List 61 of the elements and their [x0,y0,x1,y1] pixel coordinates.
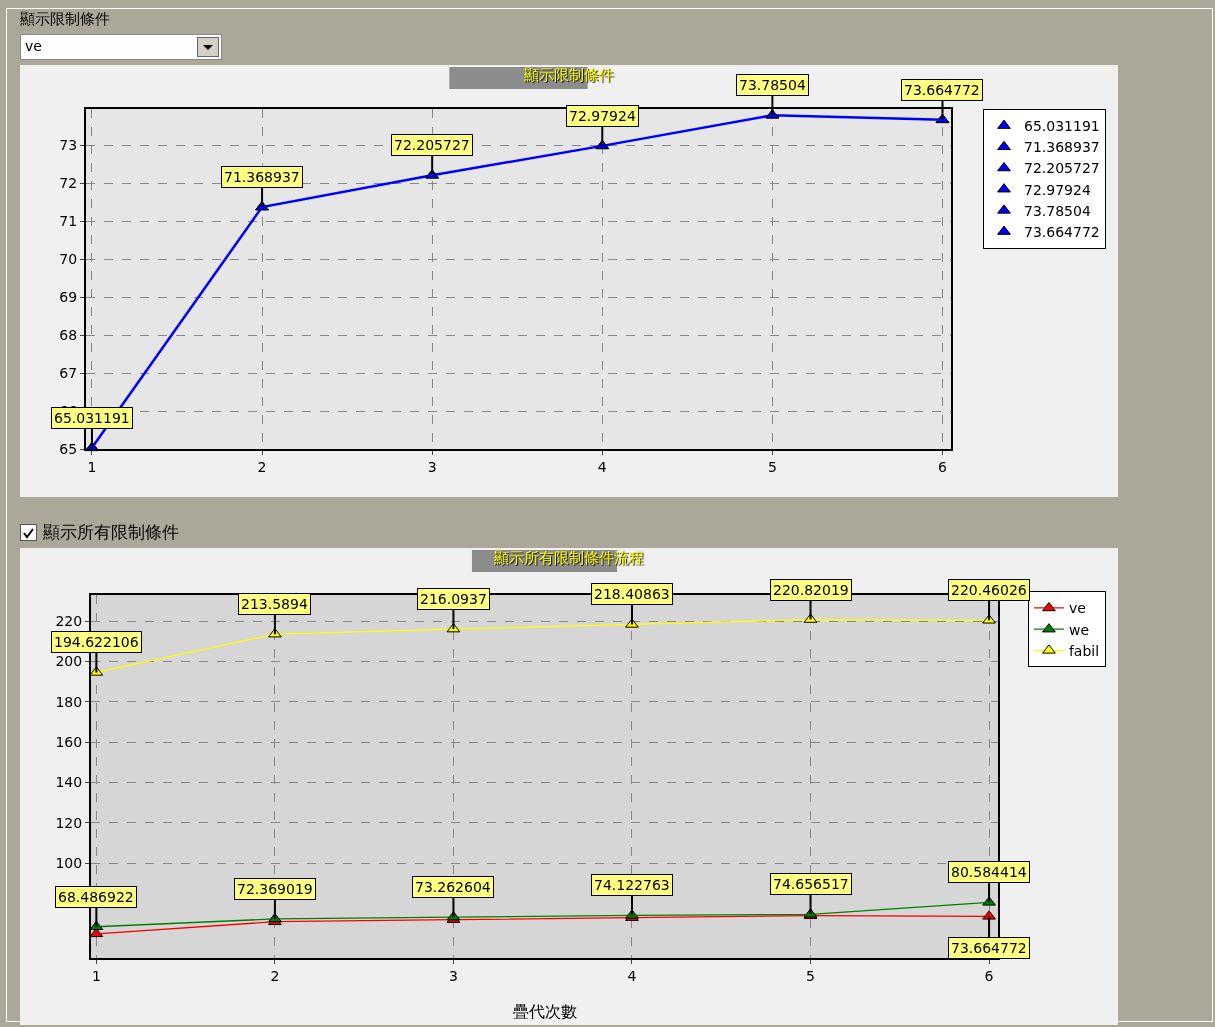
data-label: 74.656517 [773,876,849,892]
legend-label: we [1068,621,1090,638]
data-label: 194.622106 [54,634,139,650]
x-tick-label: 2 [257,458,267,475]
data-label: 74.122763 [594,877,670,893]
x-tick-label: 1 [87,458,97,475]
data-label: 220.82019 [773,582,849,598]
data-label: 72.205727 [394,137,470,153]
legend-label: 73.664772 [1024,224,1100,241]
chart-title: 顯示限制條件 [524,65,614,84]
y-tick-label: 220 [55,613,83,630]
y-tick-label: 71 [59,212,78,229]
data-label: 68.486922 [58,889,134,905]
x-tick-label: 5 [767,458,777,475]
x-tick-label: 6 [984,967,994,984]
chart-title: 顯示所有限制條件流程 [494,548,644,567]
y-tick-label: 65 [59,440,78,457]
y-tick-label: 180 [55,693,83,710]
data-label: 65.031191 [54,410,130,426]
data-label: 73.262604 [415,879,491,895]
legend-label: 73.78504 [1024,202,1091,219]
y-tick-label: 69 [59,288,78,305]
legend-label: 72.97924 [1024,181,1091,198]
data-label: 220.46026 [951,582,1027,598]
y-tick-label: 70 [59,250,78,267]
y-tick-label: 160 [55,734,83,751]
data-label: 73.664772 [951,940,1027,956]
data-label: 216.0937 [420,591,487,607]
y-tick-label: 67 [59,364,78,381]
y-tick-label: 68 [59,326,78,343]
x-tick-label: 4 [597,458,607,475]
y-tick-label: 73 [59,136,78,153]
legend-label: fabil [1068,642,1100,659]
x-tick-label: 6 [938,458,948,475]
x-tick-label: 3 [448,967,458,984]
legend-label: 71.368937 [1024,139,1100,156]
y-tick-label: 140 [55,774,83,791]
text: 顯示限制條件 [18,10,112,29]
x-tick-label: 4 [627,967,637,984]
text: ve [20,34,222,60]
x-tick-label: 3 [427,458,437,475]
x-tick-label: 5 [806,967,815,984]
y-tick-label: 72 [59,174,78,191]
legend-label: 65.031191 [1024,118,1100,135]
data-label: 213.5894 [241,596,308,612]
y-tick-label: 120 [55,814,83,831]
x-tick-label: 2 [270,967,280,984]
data-label: 218.40863 [594,586,670,602]
x-axis-title: 疊代次數 [512,1002,577,1021]
data-label: 72.369019 [237,881,313,897]
data-label: 73.78504 [739,77,806,93]
legend-label: ve [1068,600,1086,617]
x-tick-label: 1 [91,967,101,984]
y-tick-label: 100 [55,855,83,872]
data-label: 71.368937 [224,169,300,185]
data-label: 72.97924 [569,108,636,124]
legend-label: 72.205727 [1024,160,1100,177]
y-tick-label: 200 [55,653,83,670]
text: 顯示所有限制條件 [43,521,179,544]
data-label: 80.584414 [951,864,1027,880]
data-label: 73.664772 [904,82,980,98]
